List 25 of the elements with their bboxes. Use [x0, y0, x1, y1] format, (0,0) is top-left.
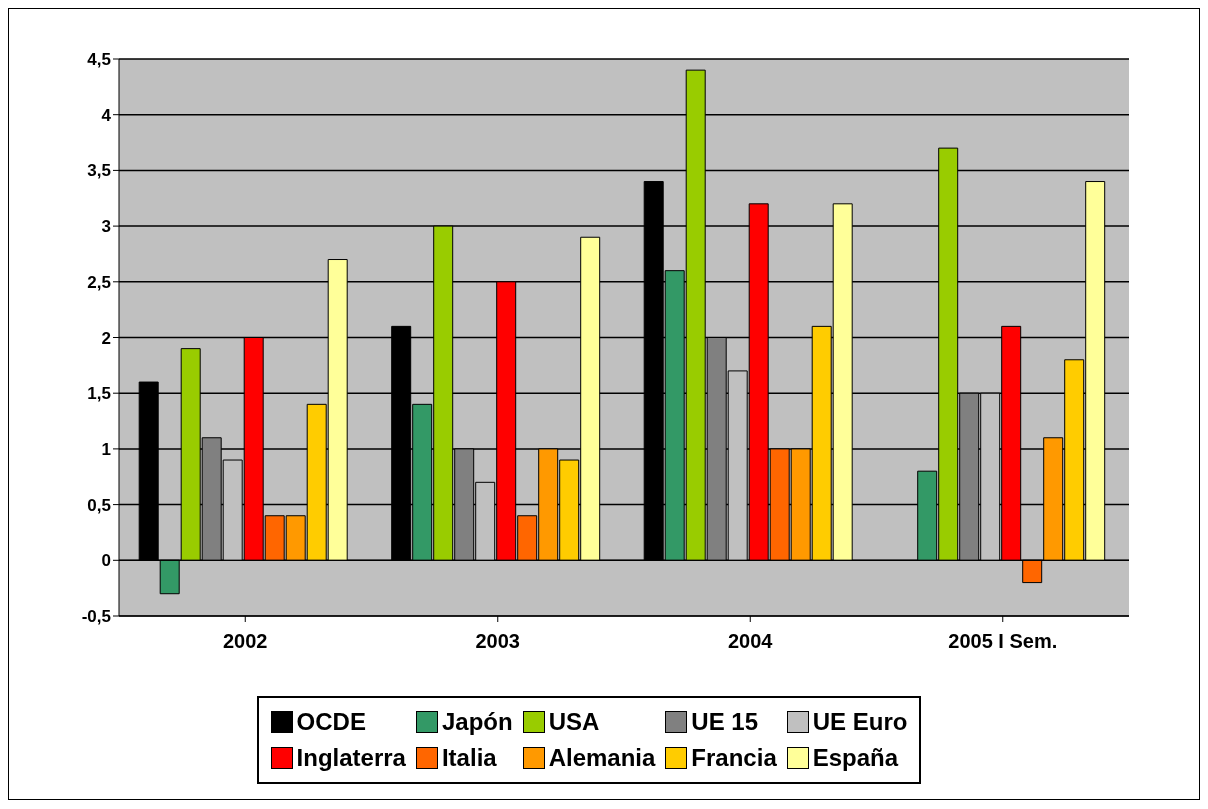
- x-tick-label: 2004: [728, 630, 774, 653]
- y-tick-label: 2,5: [87, 272, 111, 292]
- y-tick-label: 1,5: [87, 384, 111, 404]
- legend-label: UE Euro: [812, 708, 908, 736]
- y-tick-label: 0,5: [87, 495, 111, 515]
- legend-label: Italia: [441, 744, 497, 772]
- y-tick-label: 3: [101, 217, 111, 237]
- x-tick-label: 2002: [223, 630, 268, 653]
- y-tick-label: -0,5: [81, 607, 111, 627]
- x-tick-label: 2005 I Sem.: [948, 630, 1058, 653]
- legend-label: España: [812, 744, 899, 772]
- legend-label: Francia: [691, 744, 777, 772]
- y-tick-label: 4: [101, 105, 112, 125]
- y-tick-label: 0: [101, 551, 111, 571]
- y-tick-label: 1: [101, 439, 111, 459]
- x-tick-label: 2003: [475, 630, 520, 653]
- legend-label: Japón: [441, 708, 513, 736]
- y-tick-label: 3,5: [87, 161, 111, 181]
- legend-label: Inglaterra: [296, 744, 406, 772]
- legend-label: OCDE: [296, 708, 366, 736]
- legend-label: USA: [548, 708, 600, 736]
- y-tick-label: 4,5: [87, 50, 111, 70]
- legend-label: Alemania: [548, 744, 656, 772]
- legend-label: UE 15: [691, 708, 759, 736]
- y-tick-label: 2: [101, 328, 111, 348]
